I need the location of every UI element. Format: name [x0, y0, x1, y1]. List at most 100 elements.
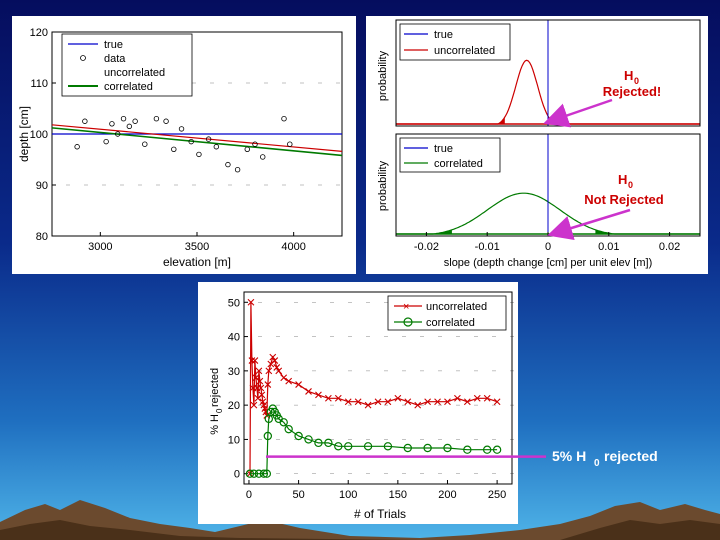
correlated-marker: [383, 442, 393, 451]
uncorrelated-marker: [250, 401, 258, 409]
uncorrelated-marker: [394, 394, 402, 402]
uncorrelated-marker: [334, 394, 342, 402]
x-tick-label: 3000: [88, 241, 112, 253]
five-percent-label-sub: 0: [594, 458, 600, 469]
y-tick-label: 110: [30, 78, 48, 90]
x-axis-label: elevation [m]: [163, 255, 231, 269]
rejected-annotation: H 0 Rejected!: [603, 68, 662, 99]
uncorrelated-marker: [404, 398, 412, 406]
data-point: [120, 115, 127, 122]
not-rejected-h-letter: H: [618, 172, 627, 187]
x-tick-label: 250: [488, 489, 506, 501]
uncorrelated-marker: [275, 367, 283, 375]
data-point: [234, 166, 241, 173]
y-tick-label: 10: [228, 434, 240, 446]
five-percent-label-suffix: rejected: [604, 448, 658, 464]
uncorrelated-marker: [258, 391, 266, 399]
y-tick-label: 50: [228, 297, 240, 309]
top-legend: true uncorrelated: [399, 23, 511, 61]
data-point: [178, 126, 185, 132]
uncorrelated-marker: [434, 398, 441, 406]
correlated-marker: [363, 442, 373, 451]
y-tick-label: 120: [30, 27, 48, 39]
legend-true-label: true: [434, 143, 453, 155]
uncorrelated-marker: [264, 381, 272, 388]
y-tick-label: 90: [36, 180, 48, 192]
legend-true-label: true: [434, 29, 453, 41]
legend-data-swatch: [80, 55, 86, 61]
uncorrelated-marker: [305, 388, 312, 395]
data-point: [260, 154, 266, 160]
svg-text:rejected: rejected: [209, 368, 221, 407]
not-rejected-annotation: H 0 Not Rejected: [584, 172, 664, 207]
legend-uncorrelated-label: uncorrelated: [426, 301, 487, 313]
legend-correlated-label: correlated: [426, 317, 475, 329]
legend-correlated-label: correlated: [104, 81, 153, 93]
correlated-marker: [279, 418, 288, 427]
correlated-marker: [314, 438, 323, 448]
y-tick-label: 30: [228, 366, 240, 378]
data-point: [252, 141, 258, 147]
x-tick-label: 0: [545, 241, 551, 253]
five-percent-label-main: 5% H: [552, 448, 586, 464]
uncorrelated-marker: [473, 394, 481, 402]
data-point: [132, 118, 138, 124]
x-tick-label: -0.01: [475, 241, 500, 253]
not-rejected-h-subscript: 0: [628, 180, 633, 190]
uncorrelated-marker: [251, 357, 259, 364]
bottom-legend: true correlated: [399, 137, 501, 173]
uncorrelated-marker: [384, 398, 392, 406]
x-tick-label: -0.02: [414, 241, 439, 253]
uncorrelated-marker: [269, 353, 277, 361]
plot-frame: [243, 291, 513, 485]
data-point: [188, 138, 194, 145]
uncorrelated-marker: [354, 398, 362, 406]
correlated-marker: [304, 435, 313, 444]
data-point: [244, 146, 250, 152]
legend-uncorrelated-label: uncorrelated: [434, 45, 495, 57]
correlated-marker: [344, 442, 353, 451]
correlated-marker: [423, 443, 432, 453]
slope-distribution-panel: true uncorrelated probability true corre…: [366, 16, 708, 274]
uncorrelated-marker: [255, 367, 263, 375]
not-rejected-text: Not Rejected: [584, 192, 664, 207]
data-point: [82, 118, 88, 124]
uncorrelated-marker: [271, 357, 279, 364]
rejected-text: Rejected!: [603, 84, 662, 99]
data-point: [163, 118, 169, 124]
x-tick-label: 4000: [281, 241, 305, 253]
uncorrelated-marker: [414, 401, 422, 409]
x-tick-label: 0: [246, 489, 252, 501]
uncorrelated-marker: [315, 391, 322, 399]
uncorrelated-marker: [248, 357, 256, 364]
y-tick-label: 80: [36, 231, 48, 243]
svg-text:% H: % H: [209, 414, 221, 435]
correlated-marker: [324, 438, 333, 448]
correlated-marker: [254, 469, 264, 478]
x-tick-label: 100: [339, 489, 357, 501]
depth-elevation-panel: 80 90 100 110 120 3000 3500 4000 true data unco…: [12, 16, 356, 274]
chart-legend: × uncorrelated correlated: [387, 295, 507, 331]
five-percent-label: 5% H 0 rejected: [552, 448, 658, 469]
data-point: [109, 121, 115, 127]
x-tick-label: 0.01: [598, 241, 619, 253]
correlated-marker: [463, 445, 472, 454]
legend-uncorrelated-label: uncorrelated: [104, 67, 165, 79]
correlated-marker: [403, 443, 412, 453]
correlated-marker: [334, 442, 343, 451]
uncorrelated-left-tail: [396, 117, 505, 124]
uncorrelated-marker: [463, 398, 471, 406]
y-tick-label: 40: [228, 332, 240, 344]
mountain-silhouette: [0, 500, 720, 540]
percent-rejected-panel: 0 10 20 30 40 50 0 50 100 150 200 250 × uncorrelate…: [198, 282, 518, 524]
uncorrelated-marker: [444, 398, 451, 406]
uncorrelated-marker: [256, 377, 264, 385]
slope-distribution-chart: true uncorrelated probability true corre…: [377, 19, 701, 269]
correlated-marker: [284, 424, 293, 434]
y-axis-label: % H 0 rejected: [209, 368, 224, 435]
x-axis-label: slope (depth change [cm] per unit elev […: [444, 257, 653, 269]
correlated-marker: [443, 443, 452, 453]
chart-legend: true data uncorrelated correlated: [61, 33, 193, 97]
uncorrelated-marker: [364, 401, 372, 409]
data-point: [287, 141, 293, 147]
